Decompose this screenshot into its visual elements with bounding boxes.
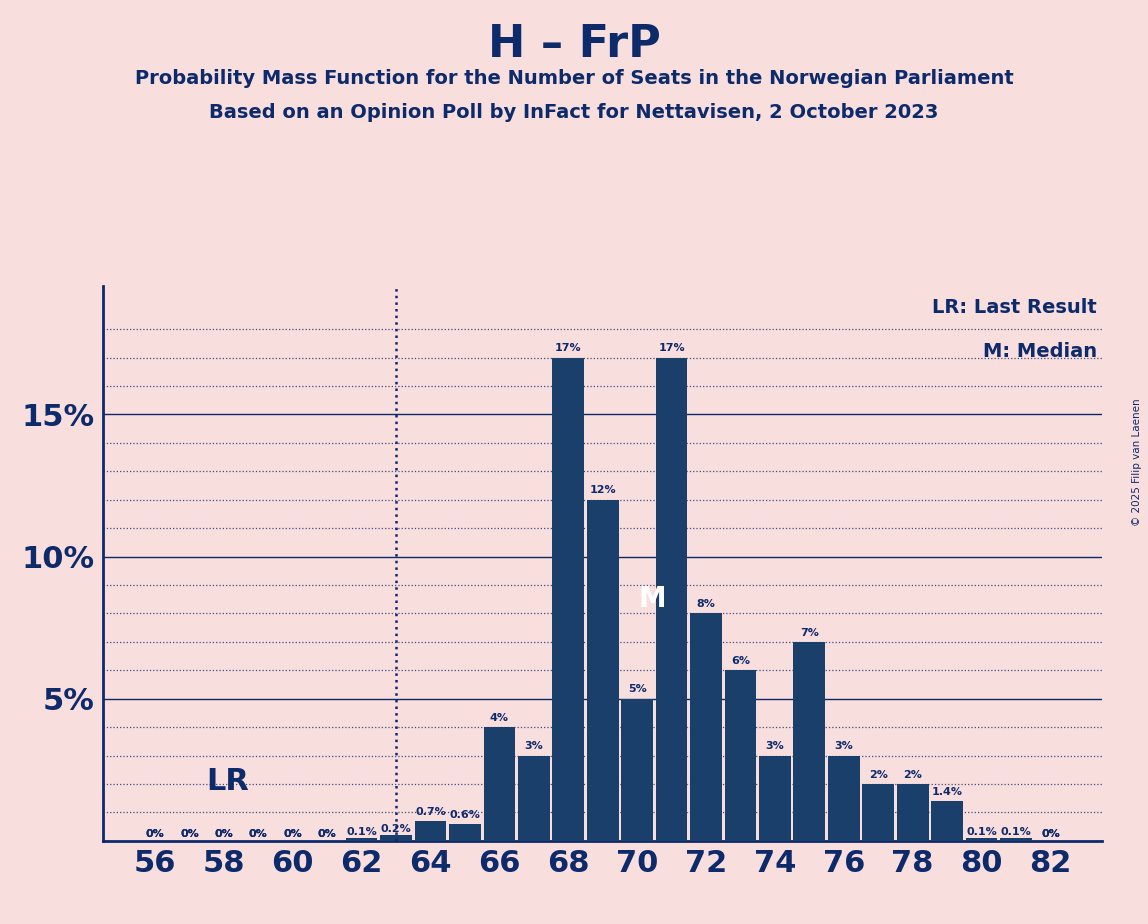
Text: © 2025 Filip van Laenen: © 2025 Filip van Laenen [1132,398,1142,526]
Bar [552,358,584,841]
Bar [931,801,963,841]
Bar [690,614,722,841]
Text: 0%: 0% [1041,830,1060,839]
Text: 6%: 6% [731,656,750,666]
Text: 7%: 7% [800,627,819,638]
Text: 0%: 0% [215,830,233,839]
Text: LR: Last Result: LR: Last Result [932,298,1097,317]
Bar [380,835,412,841]
Text: 3%: 3% [835,741,853,751]
Bar [518,756,550,841]
Bar [897,784,929,841]
Bar [449,824,481,841]
Bar [862,784,894,841]
Text: 0%: 0% [249,830,267,839]
Text: 0%: 0% [215,830,233,839]
Bar [483,727,515,841]
Bar [1000,838,1032,841]
Text: 2%: 2% [869,770,887,780]
Text: 0.1%: 0.1% [347,827,377,836]
Bar [587,500,619,841]
Text: 0%: 0% [146,830,164,839]
Bar [793,642,825,841]
Text: 17%: 17% [658,343,685,353]
Bar [346,838,378,841]
Text: 1.4%: 1.4% [931,786,963,796]
Text: 8%: 8% [697,599,715,609]
Text: 12%: 12% [589,485,616,495]
Text: 0%: 0% [318,830,336,839]
Bar [414,821,447,841]
Text: 5%: 5% [628,685,646,695]
Bar [656,358,688,841]
Text: 3%: 3% [525,741,543,751]
Bar [965,838,998,841]
Text: 0%: 0% [180,830,199,839]
Text: 0.7%: 0.7% [416,807,445,817]
Text: 0%: 0% [284,830,302,839]
Text: 0%: 0% [1041,830,1060,839]
Text: 0%: 0% [180,830,199,839]
Text: 0%: 0% [249,830,267,839]
Text: 0.6%: 0.6% [450,809,480,820]
Bar [724,670,757,841]
Text: 0%: 0% [318,830,336,839]
Bar [621,699,653,841]
Text: 17%: 17% [554,343,582,353]
Bar [828,756,860,841]
Text: 4%: 4% [490,712,509,723]
Text: M: M [638,585,667,614]
Text: Probability Mass Function for the Number of Seats in the Norwegian Parliament: Probability Mass Function for the Number… [134,69,1014,89]
Text: 0%: 0% [284,830,302,839]
Text: 0%: 0% [146,830,164,839]
Text: 3%: 3% [766,741,784,751]
Bar [759,756,791,841]
Text: 0.1%: 0.1% [1001,827,1031,836]
Text: 0.2%: 0.2% [381,823,411,833]
Text: Based on an Opinion Poll by InFact for Nettavisen, 2 October 2023: Based on an Opinion Poll by InFact for N… [209,103,939,123]
Text: M: Median: M: Median [983,342,1097,361]
Text: LR: LR [207,767,249,796]
Text: 0.1%: 0.1% [967,827,996,836]
Text: H – FrP: H – FrP [488,23,660,67]
Text: 2%: 2% [903,770,922,780]
